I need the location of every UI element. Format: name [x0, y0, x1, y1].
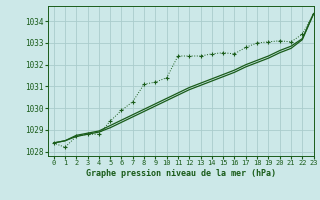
X-axis label: Graphe pression niveau de la mer (hPa): Graphe pression niveau de la mer (hPa) [86, 169, 276, 178]
